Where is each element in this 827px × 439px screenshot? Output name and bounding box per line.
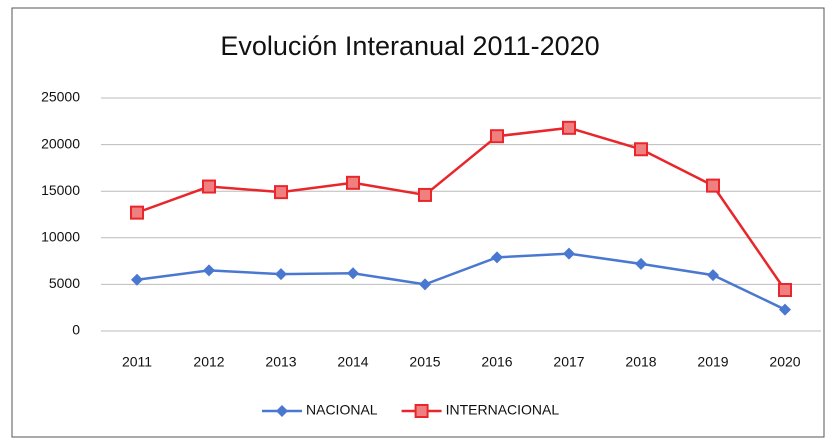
series-line: [136, 126, 787, 291]
point: [131, 273, 143, 286]
chart-border: [11, 7, 825, 438]
point: [490, 129, 504, 144]
point: [130, 205, 144, 220]
point: [563, 247, 575, 260]
point: [419, 278, 431, 291]
legend-label: NACIONAL: [306, 402, 378, 418]
legend-marker: [414, 404, 429, 418]
legend-label: INTERNACIONAL: [446, 402, 560, 418]
y-tick-label: 5000: [49, 275, 80, 291]
x-tick-label: 2014: [337, 354, 368, 370]
x-tick-label: 2012: [193, 354, 224, 370]
point: [275, 268, 287, 281]
point: [707, 269, 719, 282]
y-tick-label: 0: [72, 322, 80, 338]
point: [346, 175, 360, 190]
point: [491, 251, 503, 264]
y-tick-label: 10000: [41, 229, 80, 245]
point: [562, 120, 576, 135]
x-tick-label: 2019: [697, 354, 728, 370]
x-tick-label: 2011: [122, 354, 152, 370]
y-tick-label: 25000: [41, 89, 80, 105]
series-line: [136, 252, 786, 311]
point: [706, 178, 720, 193]
point: [778, 282, 792, 297]
x-tick-label: 2018: [625, 354, 656, 370]
legend-marker: [276, 405, 288, 417]
chart-title: Evolución Interanual 2011-2020: [220, 31, 599, 61]
point: [202, 179, 216, 194]
y-tick-label: 15000: [41, 182, 80, 198]
x-tick-label: 2015: [409, 354, 440, 370]
point: [347, 267, 359, 280]
point: [779, 303, 791, 316]
point: [274, 185, 288, 200]
x-tick-label: 2013: [265, 354, 296, 370]
x-tick-label: 2020: [769, 354, 800, 370]
point: [634, 142, 648, 157]
y-tick-label: 20000: [41, 135, 80, 151]
x-tick-label: 2017: [553, 354, 584, 370]
x-tick-label: 2016: [481, 354, 512, 370]
point: [203, 264, 215, 277]
point: [635, 257, 647, 270]
point: [418, 187, 432, 202]
